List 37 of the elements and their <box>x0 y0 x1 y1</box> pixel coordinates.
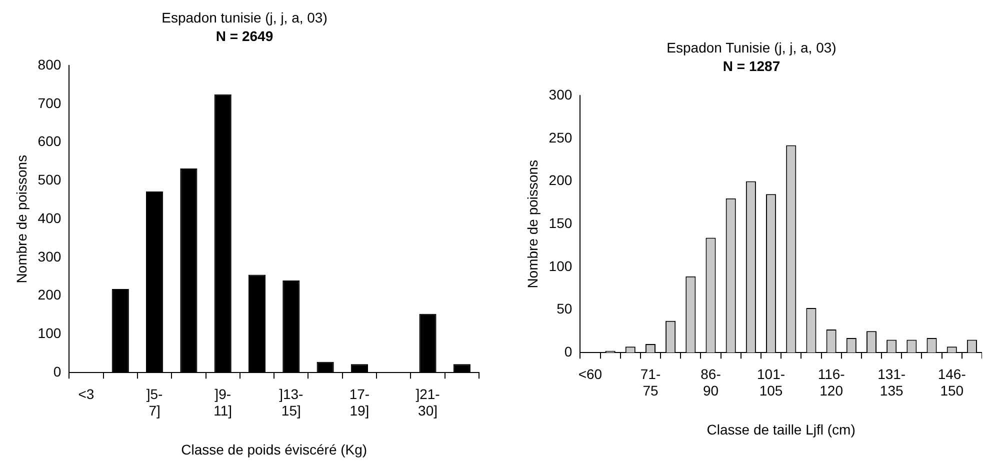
x-axis-title: Classe de poids éviscéré (Kg) <box>181 441 368 458</box>
y-tick-label: 50 <box>556 300 572 317</box>
y-tick-label: 100 <box>548 258 572 274</box>
y-tick-label: 150 <box>548 214 572 231</box>
y-tick-label: 300 <box>548 86 572 102</box>
x-tick-label: 146- 150 <box>938 366 966 399</box>
y-tick-label: 0 <box>564 343 572 360</box>
y-axis-title: Nombre de poissons <box>13 154 30 284</box>
x-axis-title: Classe de taille Ljfl (cm) <box>706 421 856 438</box>
x-tick-label: 86- 90 <box>700 366 722 399</box>
x-tick-label: 17- 19] <box>349 386 370 419</box>
x-tick-label: ]9- 11] <box>214 386 232 419</box>
y-tick-label: 100 <box>38 325 62 342</box>
y-tick-label: 800 <box>38 56 62 72</box>
y-tick-label: 400 <box>38 210 62 226</box>
x-tick-label: ]21- 30] <box>416 386 440 419</box>
y-tick-label: 500 <box>38 172 62 188</box>
x-tick-label: 131- 135 <box>878 366 906 399</box>
y-tick-label: 200 <box>548 172 572 188</box>
chart-title: Espadon Tunisie (j, j, a, 03) <box>666 39 836 56</box>
x-tick-label: <60 <box>578 366 602 382</box>
y-tick-label: 300 <box>38 248 62 264</box>
chart-title: Espadon tunisie (j, j, a, 03) <box>162 9 328 26</box>
x-tick-label: 101- 105 <box>757 366 786 399</box>
y-axis-title: Nombre de poissons <box>524 160 540 288</box>
y-tick-label: 200 <box>38 286 62 303</box>
y-tick-label: 600 <box>38 133 62 150</box>
x-tick-label: <3 <box>78 386 94 402</box>
chart-subtitle: N = 1287 <box>722 58 780 74</box>
x-tick-label: ]5- 7] <box>146 386 164 419</box>
x-tick-label: 116- 120 <box>818 366 846 399</box>
y-tick-label: 0 <box>53 363 62 380</box>
chart-subtitle: N = 2649 <box>216 28 274 44</box>
y-tick-label: 700 <box>38 94 62 111</box>
x-tick-label: ]13- 15] <box>279 386 304 419</box>
y-tick-label: 250 <box>548 129 572 146</box>
x-tick-label: 71- 75 <box>640 366 661 399</box>
